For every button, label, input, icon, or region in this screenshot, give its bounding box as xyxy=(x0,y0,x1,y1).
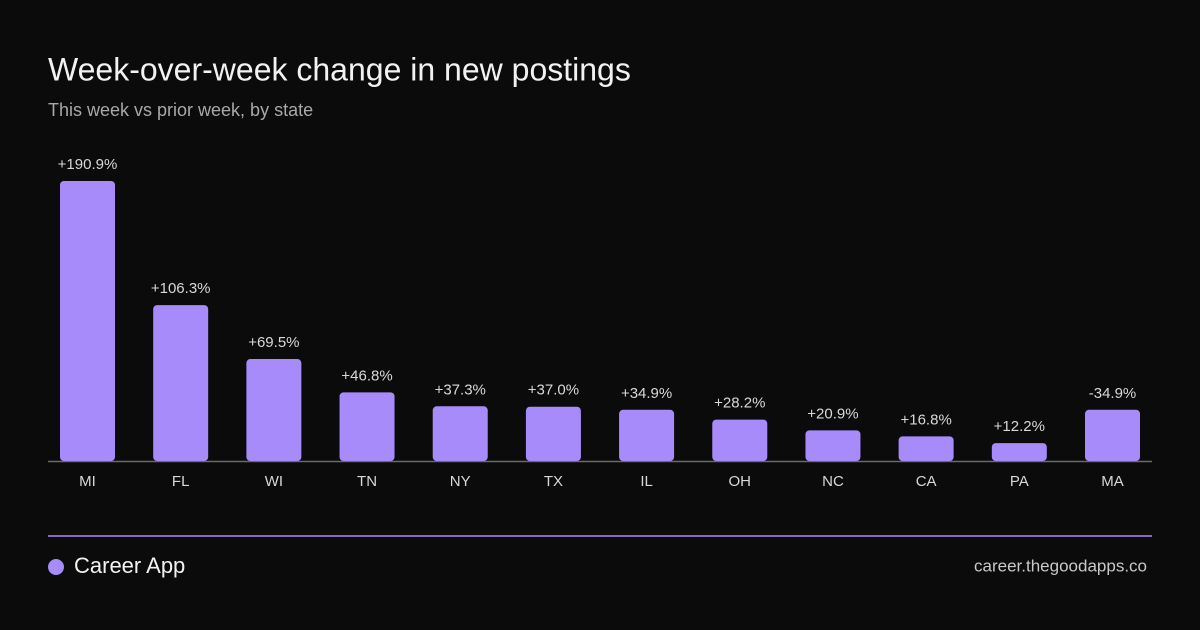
x-tick-label: IL xyxy=(640,473,653,490)
value-label: +16.8% xyxy=(900,411,951,428)
bar xyxy=(712,419,768,461)
value-label: +12.2% xyxy=(994,418,1045,435)
x-tick-label: NY xyxy=(450,473,471,490)
bar xyxy=(805,430,861,461)
brand-dot xyxy=(48,559,64,575)
x-tick-label: WI xyxy=(265,473,283,490)
value-label: +46.8% xyxy=(341,367,392,384)
bar xyxy=(991,443,1047,461)
bar xyxy=(525,406,581,461)
bar xyxy=(339,392,395,461)
value-label: +37.3% xyxy=(435,381,486,398)
x-tick-label: MA xyxy=(1101,473,1124,490)
bar xyxy=(153,305,209,461)
value-label: +34.9% xyxy=(621,385,672,402)
x-tick-label: MI xyxy=(79,473,96,490)
bar xyxy=(246,359,302,461)
bar xyxy=(1085,409,1140,461)
bar xyxy=(432,406,488,461)
value-label: +20.9% xyxy=(807,405,858,422)
x-tick-label: PA xyxy=(1010,473,1029,490)
x-tick-label: FL xyxy=(172,473,190,490)
x-tick-label: TN xyxy=(357,473,377,490)
x-tick-label: OH xyxy=(729,473,752,490)
value-label: -34.9% xyxy=(1089,385,1137,402)
bar xyxy=(619,409,675,461)
chart-subtitle: This week vs prior week, by state xyxy=(48,100,313,120)
footer-url: career.thegoodapps.co xyxy=(974,556,1147,575)
value-label: +69.5% xyxy=(248,334,299,351)
bar xyxy=(60,181,115,461)
chart-title: Week-over-week change in new postings xyxy=(48,51,631,87)
value-label: +190.9% xyxy=(58,156,118,173)
value-label: +106.3% xyxy=(151,280,211,297)
value-label: +37.0% xyxy=(528,382,579,399)
value-label: +28.2% xyxy=(714,395,765,412)
brand-name: Career App xyxy=(74,553,185,578)
x-tick-label: NC xyxy=(822,473,844,490)
x-tick-label: TX xyxy=(544,473,563,490)
bar xyxy=(898,436,954,461)
x-tick-label: CA xyxy=(916,473,937,490)
